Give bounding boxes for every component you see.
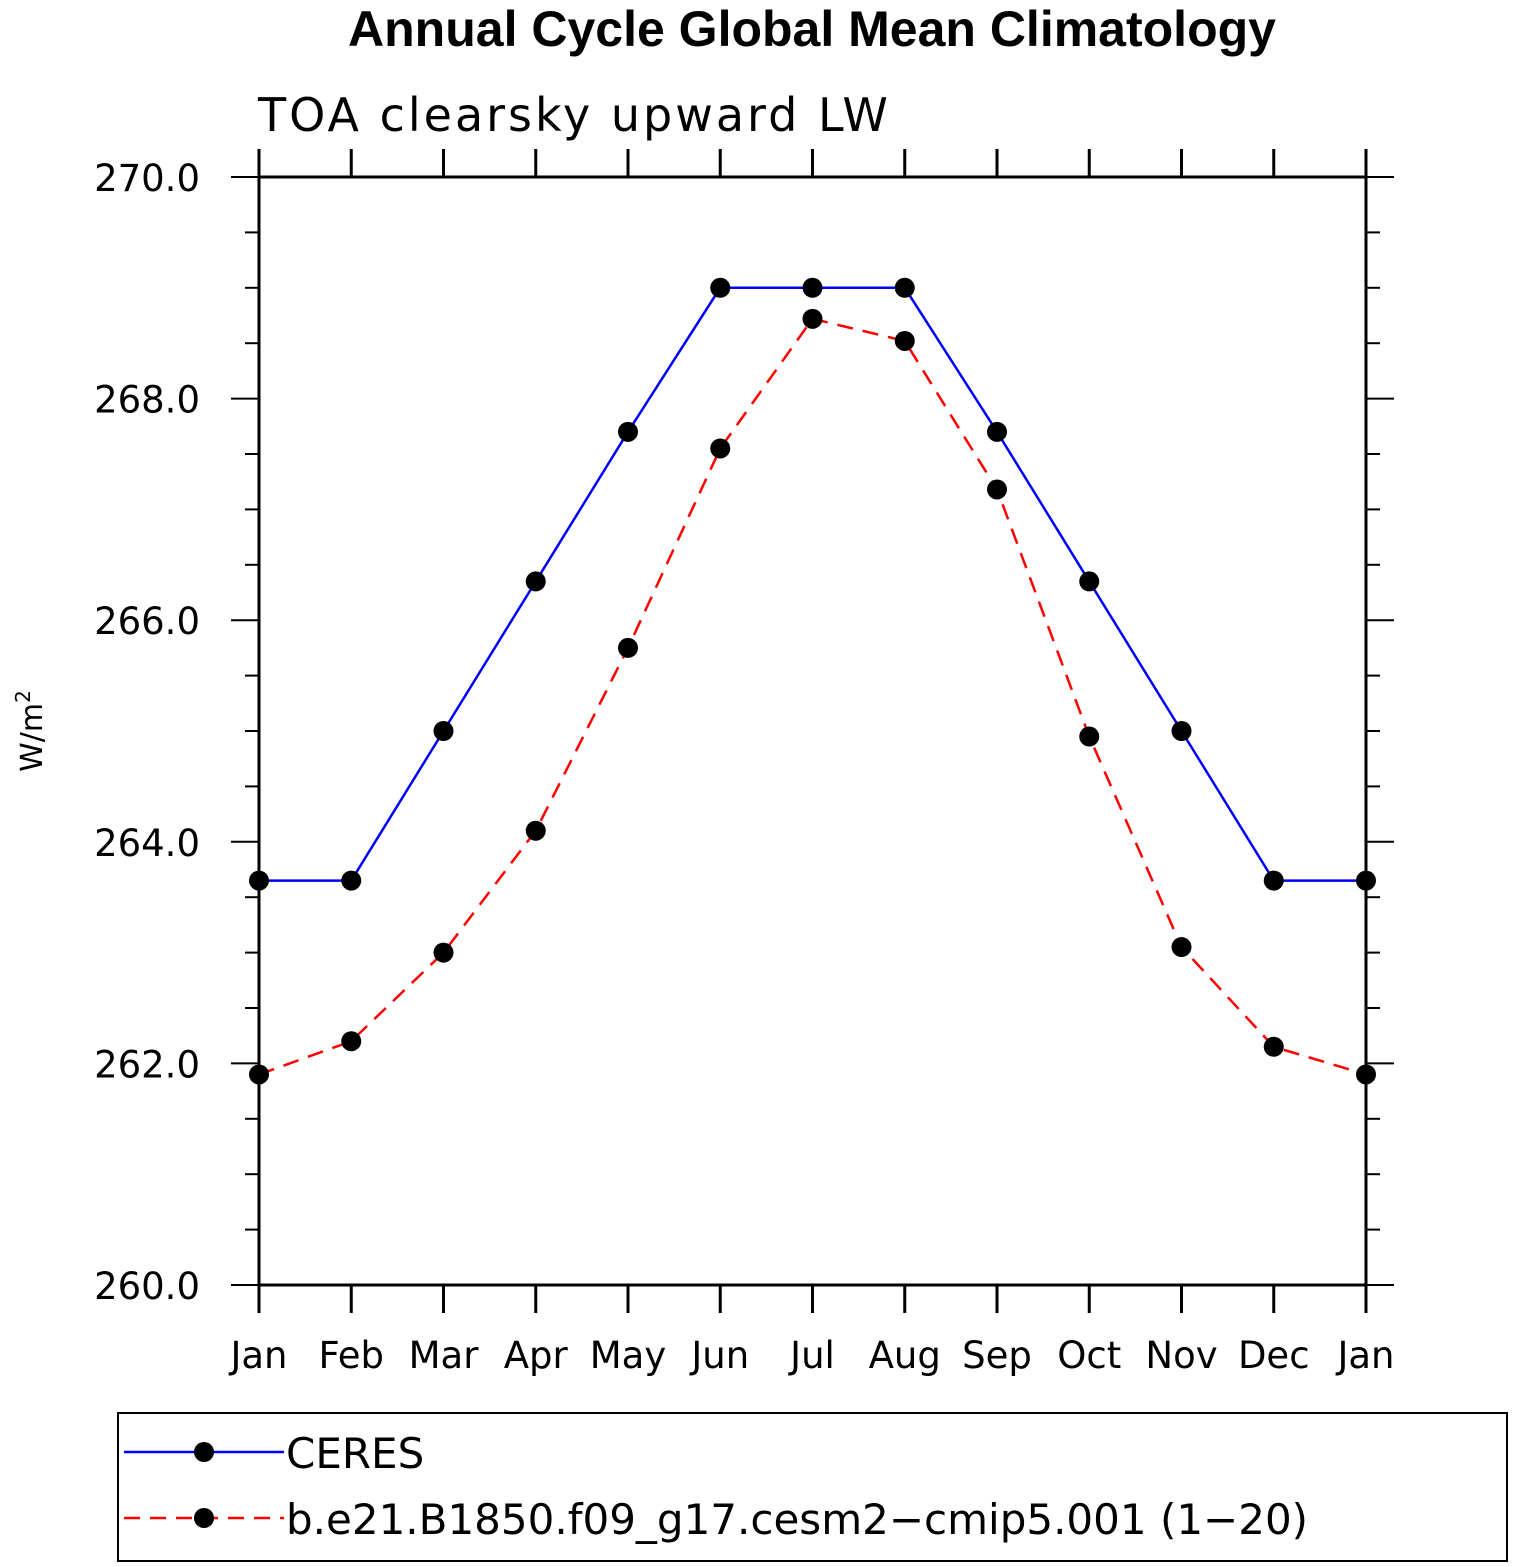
- series-line: [258, 317, 1367, 1076]
- plot-frame: [257, 175, 1368, 1287]
- data-point: [1263, 870, 1284, 891]
- chart-subtitle: TOA clearsky upward LW: [257, 88, 891, 142]
- data-point: [802, 277, 823, 298]
- x-tick-label: Dec: [1238, 1334, 1310, 1377]
- data-point: [710, 277, 731, 298]
- data-point: [341, 1031, 362, 1052]
- x-tick-label: Apr: [504, 1334, 569, 1377]
- y-axis-label-superscript: 2: [11, 690, 35, 703]
- x-tick-label: Sep: [962, 1334, 1032, 1377]
- data-point: [894, 277, 915, 298]
- data-point: [802, 308, 823, 329]
- data-point: [433, 721, 454, 741]
- x-tick-label: Oct: [1057, 1334, 1121, 1377]
- series-line: [259, 286, 1366, 882]
- y-axis-label-text: W/m2: [11, 690, 50, 772]
- series-2: [249, 308, 1376, 1085]
- y-tick-label: 268.0: [94, 379, 200, 422]
- series-layer: [249, 277, 1376, 1085]
- legend-marker: [194, 1508, 214, 1528]
- x-tick-label: Nov: [1145, 1334, 1217, 1377]
- legend-label: CERES: [286, 1429, 424, 1478]
- data-point: [894, 330, 915, 351]
- data-point: [341, 870, 362, 891]
- x-tick-label: Jun: [689, 1334, 749, 1377]
- plot-axes: 260.0 262.0 264.0 266.0 268.0 270.0 Jan Feb Mar A…: [94, 149, 1395, 1377]
- data-point: [710, 438, 731, 459]
- y-axis-label: W/m2: [11, 690, 50, 772]
- data-point: [1079, 726, 1100, 747]
- x-tick-label: Jan: [1335, 1334, 1394, 1377]
- data-point: [1356, 1064, 1376, 1085]
- legend-label: b.e21.B1850.f09_g17.cesm2−cmip5.001 (1−2…: [286, 1495, 1308, 1544]
- data-point: [525, 820, 546, 841]
- data-point: [525, 571, 546, 592]
- y-tick-label: 270.0: [94, 157, 200, 200]
- chart-title: Annual Cycle Global Mean Climatology: [348, 1, 1276, 57]
- x-tick-label: Jan: [228, 1334, 287, 1377]
- series-1: [249, 277, 1376, 891]
- data-point: [1079, 571, 1100, 592]
- data-point: [1171, 937, 1192, 958]
- data-point: [249, 1064, 269, 1085]
- y-tick-label: 260.0: [94, 1265, 200, 1308]
- data-point: [1263, 1036, 1284, 1057]
- x-tick-label: Jul: [788, 1334, 835, 1377]
- legend: CERES b.e21.B1850.f09_g17.cesm2−cmip5.001…: [117, 1412, 1508, 1562]
- x-tick-label: May: [590, 1334, 667, 1377]
- y-tick-label: 264.0: [94, 822, 200, 865]
- legend-box: [117, 1412, 1508, 1562]
- data-point: [1171, 721, 1192, 741]
- x-tick-label: Aug: [869, 1334, 941, 1377]
- y-tick-label: 266.0: [94, 600, 200, 643]
- data-point: [987, 421, 1007, 442]
- data-point: [249, 870, 269, 891]
- data-point: [433, 942, 454, 963]
- data-point: [618, 637, 638, 658]
- x-tick-label: Mar: [409, 1334, 480, 1377]
- data-point: [1356, 870, 1376, 891]
- data-point: [987, 479, 1007, 500]
- legend-marker: [194, 1442, 214, 1462]
- x-tick-label: Feb: [318, 1334, 384, 1377]
- y-axis-label-base: W/m: [15, 703, 50, 772]
- data-point: [618, 421, 638, 442]
- y-tick-label: 262.0: [94, 1043, 200, 1086]
